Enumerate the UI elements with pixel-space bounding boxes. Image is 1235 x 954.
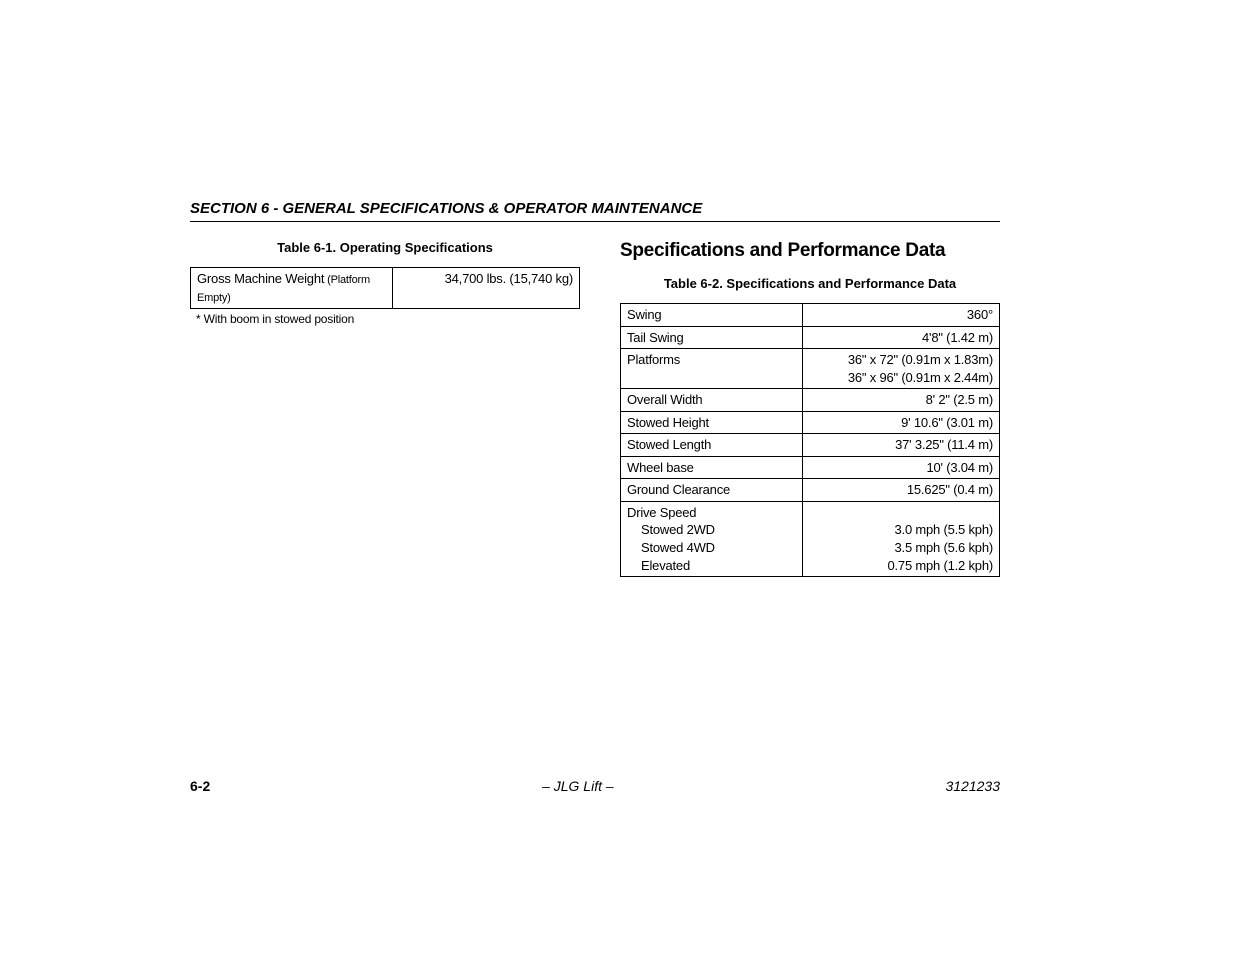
page-content: SECTION 6 - GENERAL SPECIFICATIONS & OPE… (190, 200, 1000, 577)
table-row: Ground Clearance 15.625" (0.4 m) (621, 479, 1000, 502)
table-row: Wheel base 10' (3.04 m) (621, 456, 1000, 479)
label-sub-1: Stowed 2WD (627, 521, 796, 539)
cell-value: 360° (802, 304, 999, 327)
page-number: 6-2 (190, 778, 210, 794)
table-row: Overall Width 8' 2" (2.5 m) (621, 389, 1000, 412)
table-row: Swing 360° (621, 304, 1000, 327)
value-sub-1: 3.0 mph (5.5 kph) (895, 522, 994, 537)
cell-label: Wheel base (621, 456, 803, 479)
cell-value: 36" x 72" (0.91m x 1.83m) 36" x 96" (0.9… (802, 349, 999, 389)
value-sub-2: 3.5 mph (5.6 kph) (895, 540, 994, 555)
cell-label: Platforms (621, 349, 803, 389)
label-main: Drive Speed (627, 505, 696, 520)
label-main: Gross Machine Weight (197, 271, 324, 286)
value-line-2: 36" x 96" (0.91m x 2.44m) (848, 370, 993, 385)
table-6-1: Gross Machine Weight (Platform Empty) 34… (190, 267, 580, 309)
left-column: Table 6-1. Operating Specifications Gros… (190, 240, 580, 577)
page-footer: 6-2 – JLG Lift – 3121233 (190, 778, 1000, 794)
two-column-layout: Table 6-1. Operating Specifications Gros… (190, 240, 1000, 577)
cell-label: Gross Machine Weight (Platform Empty) (191, 268, 393, 309)
cell-value: 10' (3.04 m) (802, 456, 999, 479)
cell-label: Ground Clearance (621, 479, 803, 502)
cell-value: 9' 10.6" (3.01 m) (802, 411, 999, 434)
value-line-1: 36" x 72" (0.91m x 1.83m) (848, 352, 993, 367)
cell-label: Stowed Height (621, 411, 803, 434)
table-6-1-footnote: * With boom in stowed position (190, 312, 580, 326)
document-number: 3121233 (945, 778, 1000, 794)
subsection-title: Specifications and Performance Data (620, 240, 1000, 262)
cell-value: 34,700 lbs. (15,740 kg) (393, 268, 580, 309)
cell-value: 4'8" (1.42 m) (802, 326, 999, 349)
cell-value: 8' 2" (2.5 m) (802, 389, 999, 412)
table-row: Gross Machine Weight (Platform Empty) 34… (191, 268, 580, 309)
cell-value: 15.625" (0.4 m) (802, 479, 999, 502)
cell-label: Tail Swing (621, 326, 803, 349)
cell-label: Stowed Length (621, 434, 803, 457)
table-row: Tail Swing 4'8" (1.42 m) (621, 326, 1000, 349)
cell-value: 37' 3.25" (11.4 m) (802, 434, 999, 457)
header-rule (190, 221, 1000, 222)
table-row: Stowed Height 9' 10.6" (3.01 m) (621, 411, 1000, 434)
label-sub-2: Stowed 4WD (627, 539, 796, 557)
right-column: Specifications and Performance Data Tabl… (620, 240, 1000, 577)
section-header: SECTION 6 - GENERAL SPECIFICATIONS & OPE… (190, 200, 1000, 217)
table-6-2: Swing 360° Tail Swing 4'8" (1.42 m) Plat… (620, 303, 1000, 577)
table-row: Platforms 36" x 72" (0.91m x 1.83m) 36" … (621, 349, 1000, 389)
cell-label: Swing (621, 304, 803, 327)
cell-value: 3.0 mph (5.5 kph) 3.5 mph (5.6 kph) 0.75… (802, 501, 999, 576)
table-6-1-caption: Table 6-1. Operating Specifications (190, 240, 580, 255)
table-6-2-caption: Table 6-2. Specifications and Performanc… (620, 276, 1000, 291)
table-row: Stowed Length 37' 3.25" (11.4 m) (621, 434, 1000, 457)
footer-center: – JLG Lift – (542, 778, 614, 794)
value-sub-3: 0.75 mph (1.2 kph) (887, 558, 993, 573)
cell-label: Drive Speed Stowed 2WD Stowed 4WD Elevat… (621, 501, 803, 576)
label-sub-3: Elevated (627, 557, 796, 575)
table-row: Drive Speed Stowed 2WD Stowed 4WD Elevat… (621, 501, 1000, 576)
cell-label: Overall Width (621, 389, 803, 412)
